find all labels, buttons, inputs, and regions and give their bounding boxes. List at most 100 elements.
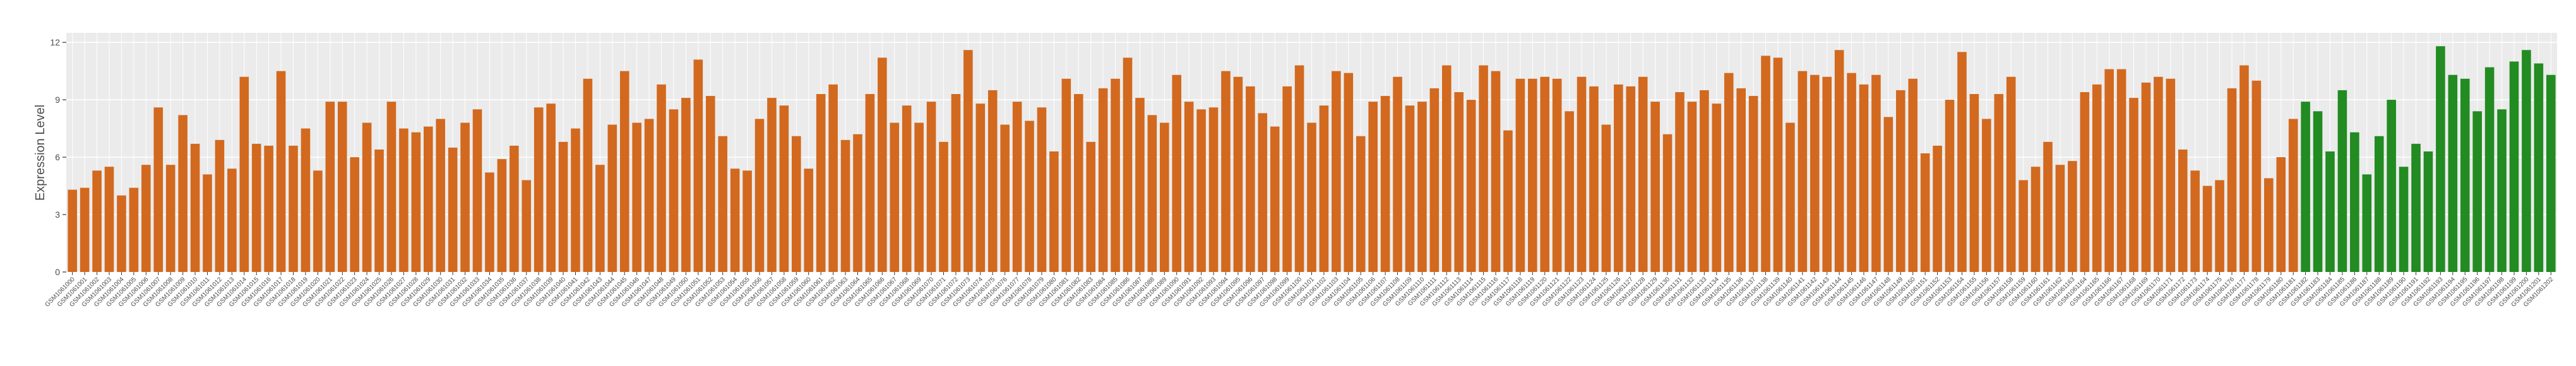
bar bbox=[2068, 161, 2077, 272]
bar bbox=[1528, 78, 1537, 272]
bar bbox=[669, 109, 679, 272]
bar bbox=[2337, 90, 2347, 272]
bar bbox=[767, 98, 777, 272]
bar bbox=[522, 180, 532, 272]
bar bbox=[754, 119, 765, 272]
bar bbox=[1429, 88, 1440, 273]
bar bbox=[497, 159, 507, 272]
bar bbox=[1847, 73, 1856, 272]
bar bbox=[1319, 105, 1329, 272]
bar bbox=[1491, 71, 1501, 272]
bar bbox=[963, 50, 973, 273]
bar bbox=[632, 122, 641, 272]
bar bbox=[153, 107, 164, 273]
bar bbox=[1393, 76, 1402, 273]
bar bbox=[2399, 167, 2409, 272]
bar bbox=[1160, 122, 1169, 272]
bar bbox=[1920, 153, 1930, 272]
bar bbox=[1196, 109, 1206, 272]
bar bbox=[239, 76, 249, 273]
bar bbox=[1294, 65, 1304, 272]
bar bbox=[2239, 65, 2249, 272]
bar bbox=[2484, 67, 2495, 273]
bar bbox=[1982, 119, 1991, 272]
bar bbox=[1086, 141, 1095, 272]
bar bbox=[693, 59, 703, 272]
bar bbox=[681, 98, 691, 272]
bar bbox=[374, 149, 384, 272]
bar bbox=[1786, 122, 1795, 272]
bar bbox=[926, 102, 936, 273]
bar bbox=[1233, 76, 1243, 273]
bar bbox=[68, 189, 78, 272]
bar bbox=[2288, 119, 2298, 272]
bar bbox=[705, 96, 715, 272]
bar bbox=[2080, 92, 2090, 272]
bar bbox=[1172, 74, 1182, 272]
bar bbox=[558, 141, 568, 272]
bar bbox=[1184, 102, 1194, 273]
bar bbox=[1810, 74, 1820, 272]
bar bbox=[2202, 186, 2212, 272]
y-tick-label: 3 bbox=[55, 210, 60, 220]
bar bbox=[2227, 88, 2237, 273]
bar bbox=[890, 122, 900, 272]
bar bbox=[2166, 78, 2176, 272]
bar bbox=[914, 122, 924, 272]
bar bbox=[619, 71, 629, 272]
y-axis-title: Expression Level bbox=[33, 105, 47, 201]
bar bbox=[2055, 165, 2065, 272]
y-tick-label: 6 bbox=[55, 152, 60, 162]
bar bbox=[510, 145, 519, 272]
bar bbox=[1589, 86, 1599, 272]
bar bbox=[1565, 111, 1574, 272]
bar bbox=[1871, 74, 1881, 272]
bar bbox=[350, 157, 359, 272]
bar bbox=[2104, 69, 2114, 272]
bar bbox=[2301, 102, 2310, 273]
bar bbox=[1123, 57, 1133, 272]
bar bbox=[1662, 134, 1673, 272]
bar bbox=[1417, 102, 1427, 273]
bar bbox=[1380, 96, 1390, 272]
bar bbox=[2264, 178, 2274, 272]
bar bbox=[1908, 78, 1918, 272]
bar bbox=[951, 94, 961, 273]
bar bbox=[865, 94, 875, 273]
bar bbox=[337, 102, 347, 273]
bar bbox=[1454, 92, 1464, 272]
bar bbox=[1859, 84, 1869, 272]
bar bbox=[2448, 74, 2458, 272]
bar bbox=[2436, 46, 2445, 272]
y-tick-label: 0 bbox=[55, 267, 60, 277]
bar bbox=[1282, 86, 1292, 272]
bar bbox=[1712, 103, 1722, 272]
bar bbox=[1736, 88, 1746, 273]
bar bbox=[2018, 180, 2028, 272]
bar bbox=[2190, 170, 2200, 272]
bar bbox=[92, 170, 102, 272]
bar bbox=[1540, 76, 1550, 273]
bar bbox=[2472, 111, 2482, 272]
bar bbox=[939, 141, 948, 272]
bar bbox=[828, 84, 838, 272]
bar bbox=[1111, 78, 1120, 272]
bar bbox=[1773, 57, 1783, 272]
bar bbox=[251, 143, 261, 272]
bar bbox=[2374, 136, 2384, 272]
bar bbox=[1307, 122, 1316, 272]
bar bbox=[424, 126, 433, 272]
bar bbox=[1147, 115, 1157, 272]
bar bbox=[2350, 132, 2359, 272]
bar bbox=[1135, 98, 1145, 272]
bar bbox=[2251, 80, 2262, 273]
bar bbox=[1638, 76, 1648, 273]
bar bbox=[80, 187, 90, 272]
bar bbox=[1356, 136, 1366, 272]
bar bbox=[816, 94, 826, 273]
bar bbox=[1208, 107, 1219, 273]
bar bbox=[1515, 78, 1525, 272]
bar bbox=[1798, 71, 1808, 272]
bar bbox=[411, 132, 421, 272]
